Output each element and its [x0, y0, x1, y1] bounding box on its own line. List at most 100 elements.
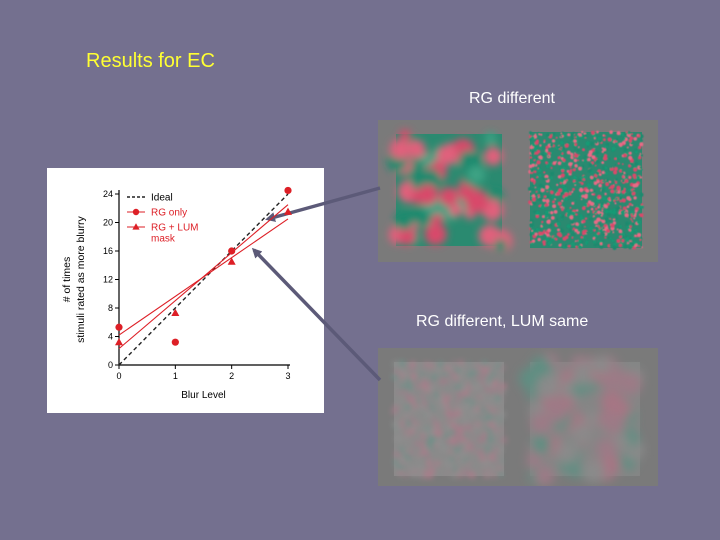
texture-dot [574, 152, 576, 154]
texture-dot [573, 181, 577, 185]
texture-dot [417, 184, 438, 205]
texture-dot [546, 219, 551, 224]
texture-dot [608, 157, 611, 160]
texture-dot [529, 222, 534, 228]
texture-dot [547, 241, 552, 246]
texture-dot [418, 393, 423, 398]
texture-dot [444, 460, 449, 465]
texture-dot [574, 228, 578, 233]
rg-only-point [228, 247, 236, 255]
texture-dot [536, 139, 539, 142]
texture-dot [578, 245, 583, 249]
texture-dot [398, 447, 404, 453]
texture-dot [544, 174, 549, 179]
texture-dot [594, 164, 597, 167]
texture-dot [394, 211, 414, 231]
texture-dot [636, 242, 639, 245]
texture-dot [389, 139, 410, 160]
texture-dot [441, 445, 448, 452]
texture-dot [483, 366, 490, 373]
texture-dot [629, 237, 632, 240]
texture-dot [571, 201, 575, 205]
texture-dot [435, 367, 441, 373]
texture-dot [553, 235, 556, 239]
texture-dot [545, 237, 549, 242]
texture-dot [533, 159, 536, 162]
texture-dot [537, 167, 539, 169]
stimulus-label-rg-different: RG different [469, 90, 555, 107]
texture-dot [428, 403, 432, 408]
texture-dot [601, 232, 606, 237]
texture-dot [638, 156, 642, 160]
texture-dot [603, 378, 615, 391]
texture-dot [392, 421, 398, 427]
texture-dot [401, 461, 405, 465]
texture-dot [618, 142, 623, 147]
texture-dot [425, 441, 429, 446]
texture-dot [566, 150, 571, 155]
texture-dot [490, 408, 495, 413]
texture-dot [624, 192, 627, 195]
texture-dot [462, 379, 466, 382]
texture-dot [533, 210, 537, 214]
texture-dot [625, 235, 627, 238]
texture-dot [423, 430, 427, 434]
texture-dot [564, 192, 569, 197]
texture-dot [463, 469, 470, 476]
texture-dot [539, 144, 542, 147]
texture-dot [601, 170, 605, 175]
texture-dot [616, 185, 621, 190]
texture-dot [421, 400, 428, 407]
texture-dot [591, 193, 594, 196]
texture-dot [632, 240, 637, 245]
texture-dot [548, 235, 551, 238]
texture-dot [562, 158, 566, 162]
texture-dot [490, 388, 496, 394]
texture-dot [559, 167, 563, 170]
stimulus-image-rg-different-lum-same [378, 348, 658, 486]
texture-dot [397, 464, 404, 471]
legend-label: RG + LUM [151, 223, 199, 234]
texture-dot [619, 235, 622, 238]
texture-dot [629, 225, 632, 228]
texture-dot [537, 194, 540, 197]
texture-dot [579, 187, 584, 193]
texture-dot [410, 373, 417, 380]
texture-dot [496, 390, 500, 394]
texture-dot [570, 152, 574, 156]
texture-dot [621, 198, 626, 203]
texture-dot [606, 229, 610, 233]
texture-dot [490, 465, 495, 471]
texture-dot [549, 143, 554, 147]
texture-dot [599, 173, 602, 176]
texture-dot [618, 229, 623, 234]
texture-dot [566, 224, 571, 229]
texture-dot [445, 365, 450, 370]
texture-dot [571, 232, 576, 237]
texture-dot [584, 225, 586, 228]
texture-dot [639, 192, 644, 197]
texture-dot [572, 228, 575, 231]
texture-dot [540, 133, 543, 136]
texture-dot [538, 197, 541, 199]
texture-dot [489, 454, 495, 460]
texture-dot [556, 183, 559, 186]
texture-dot [534, 466, 555, 486]
texture-dot [475, 422, 481, 427]
texture-dot [483, 426, 487, 429]
texture-dot [607, 212, 612, 217]
texture-dot [624, 213, 629, 218]
texture-dot [637, 232, 642, 238]
texture-dot [605, 178, 610, 182]
texture-dot [415, 473, 420, 478]
texture-dot [593, 137, 596, 140]
y-tick-label: 0 [108, 360, 113, 370]
texture-dot [640, 205, 644, 209]
stimulus-image-rg-different [378, 120, 658, 262]
texture-dot [615, 183, 617, 186]
texture-dot [596, 198, 600, 203]
texture-dot [557, 161, 562, 165]
texture-dot [531, 178, 533, 181]
texture-dot [423, 469, 428, 475]
texture-dot [428, 363, 434, 369]
